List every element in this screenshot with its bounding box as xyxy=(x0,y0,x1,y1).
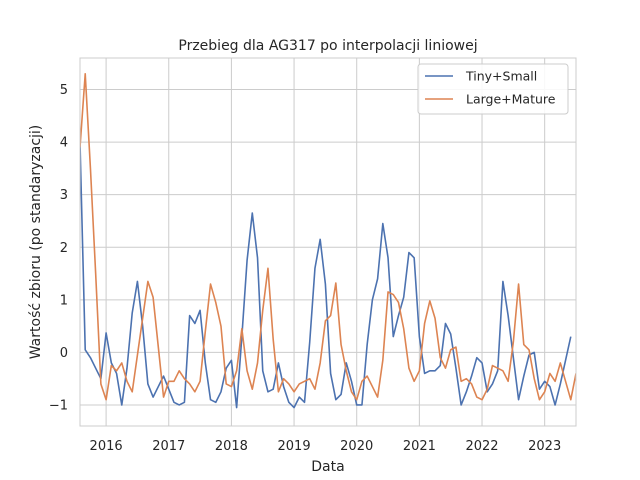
y-tick-label: 2 xyxy=(60,241,68,256)
y-tick-label: 5 xyxy=(60,83,68,98)
x-tick-label: 2020 xyxy=(340,439,373,454)
chart-title: Przebieg dla AG317 po interpolacji linio… xyxy=(178,38,477,54)
y-tick-label: −1 xyxy=(49,398,68,413)
y-axis-label: Wartość zbioru (po standaryzacji) xyxy=(28,125,44,360)
y-tick-label: 4 xyxy=(60,136,68,151)
series-layer xyxy=(80,72,576,409)
x-tick-label: 2022 xyxy=(465,439,498,454)
legend-box xyxy=(417,63,569,115)
legend-label-tiny-small: Tiny+Small xyxy=(465,69,537,84)
legend: Tiny+Small Large+Mature xyxy=(417,63,569,115)
x-tick-label: 2023 xyxy=(528,439,561,454)
x-tick-label: 2019 xyxy=(278,439,311,454)
x-tick-label: 2016 xyxy=(90,439,123,454)
tick-labels: −1 0 1 2 3 4 5 2016 2017 2018 2019 2020 2021 2022 2023 xyxy=(49,83,561,454)
legend-label-large-mature: Large+Mature xyxy=(466,92,556,107)
y-tick-label: 1 xyxy=(60,293,68,308)
plot-area xyxy=(80,58,576,426)
y-tick-label: 0 xyxy=(60,346,68,361)
x-axis-label: Data xyxy=(311,459,344,475)
grid xyxy=(80,58,576,426)
x-tick-label: 2017 xyxy=(152,439,185,454)
y-tick-label: 3 xyxy=(60,188,68,203)
series-line-large-mature xyxy=(80,72,576,401)
x-tick-label: 2021 xyxy=(403,439,436,454)
x-tick-label: 2018 xyxy=(215,439,248,454)
plot-frame xyxy=(79,57,577,427)
